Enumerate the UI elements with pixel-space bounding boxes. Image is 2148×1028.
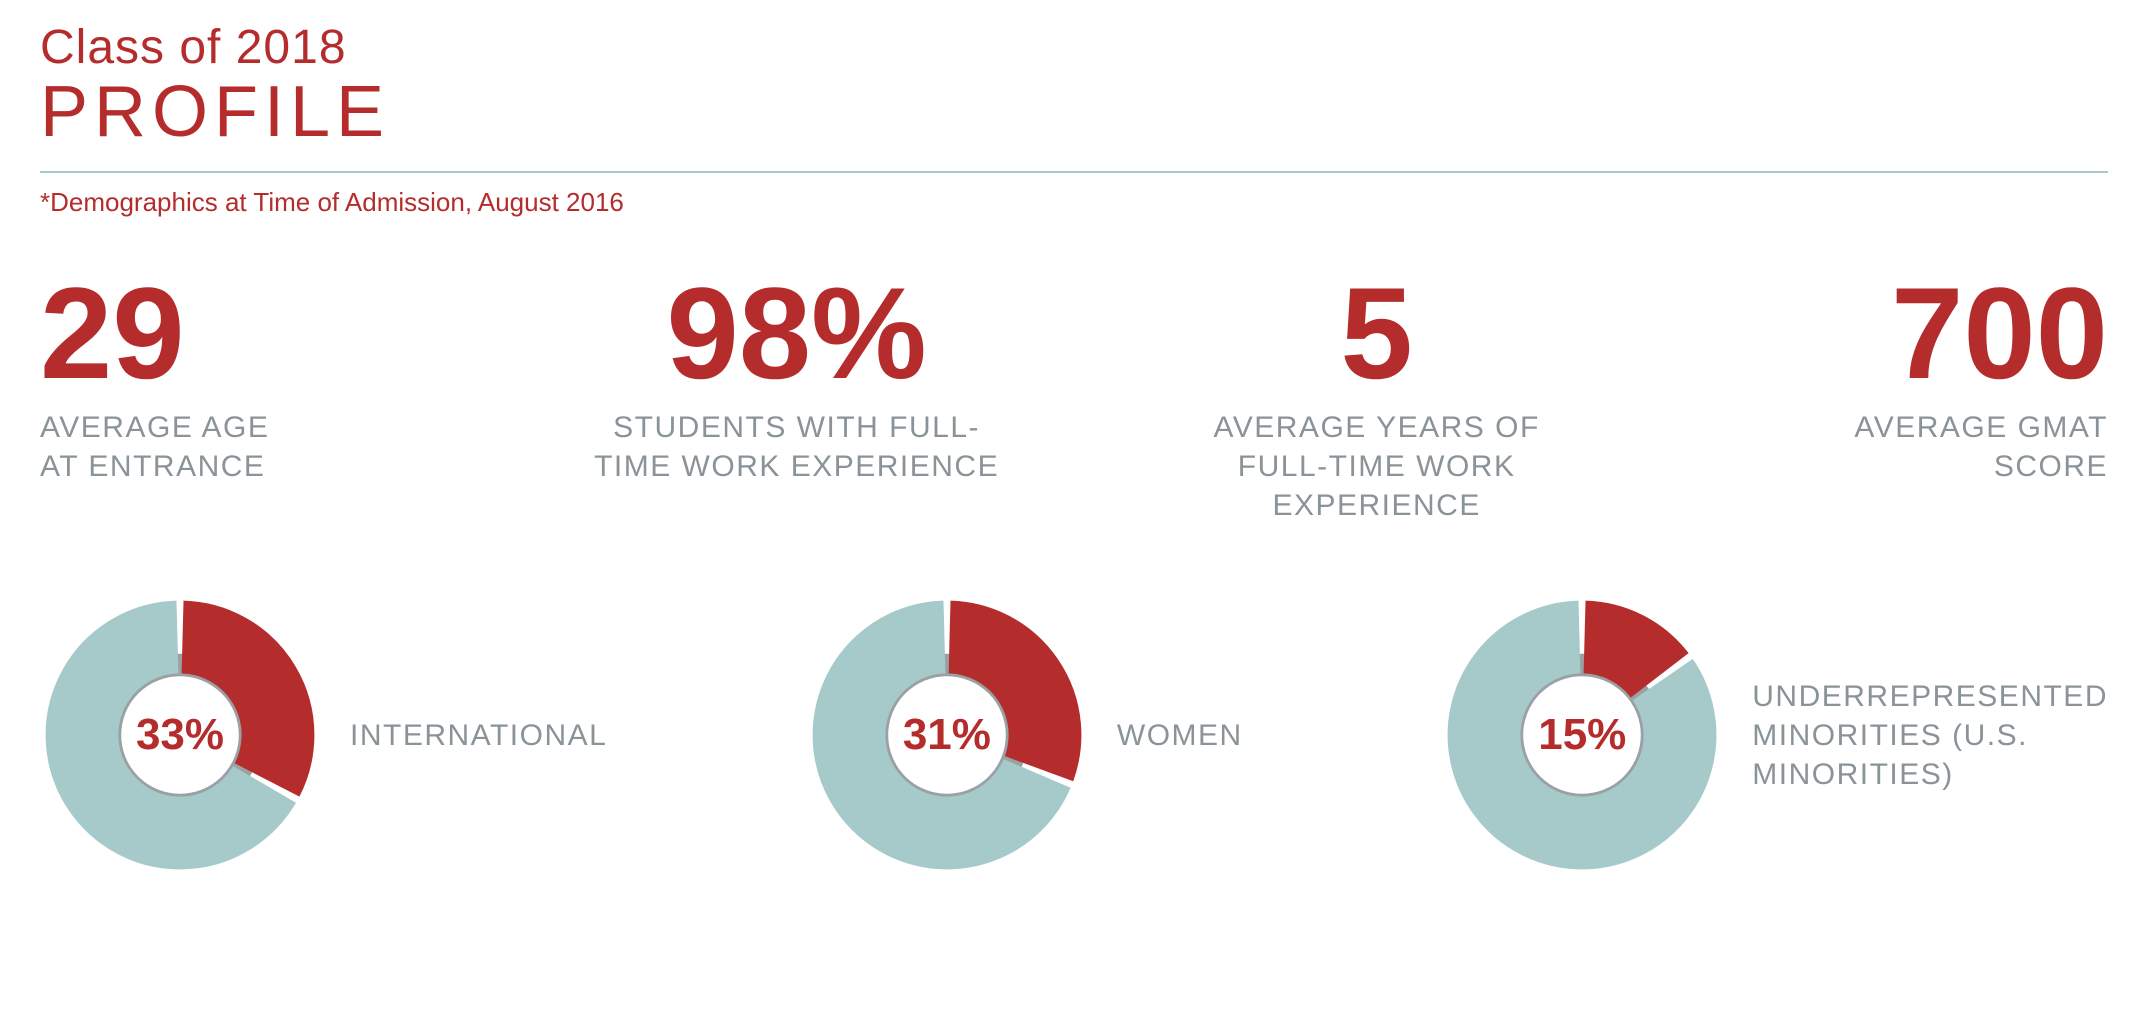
stat-label: AVERAGE YEARS OF FULL-TIME WORK EXPERIEN… (1099, 408, 1654, 525)
donut-label: WOMEN (1117, 716, 1243, 755)
stat-gmat: 700 AVERAGE GMAT SCORE (1654, 268, 2108, 525)
donut-international: 33% INTERNATIONAL (40, 595, 607, 875)
stat-value: 5 (1099, 268, 1654, 398)
donut-label: UNDERREPRESENTED MINORITIES (U.S. MINORI… (1752, 677, 2108, 794)
donut-chart: 33% (40, 595, 320, 875)
stat-label: AVERAGE GMAT SCORE (1654, 408, 2108, 486)
stat-value: 700 (1654, 268, 2108, 398)
stat-label: AVERAGE AGE AT ENTRANCE (40, 408, 494, 486)
header-title: PROFILE (40, 71, 2108, 153)
donut-label: INTERNATIONAL (350, 716, 607, 755)
donut-center-text: 31% (903, 710, 991, 760)
donut-women: 31% WOMEN (807, 595, 1243, 875)
stat-label: STUDENTS WITH FULL- TIME WORK EXPERIENCE (494, 408, 1099, 486)
stat-work-exp-pct: 98% STUDENTS WITH FULL- TIME WORK EXPERI… (494, 268, 1099, 525)
stats-row: 29 AVERAGE AGE AT ENTRANCE 98% STUDENTS … (40, 268, 2108, 525)
demographics-note: *Demographics at Time of Admission, Augu… (40, 187, 2108, 218)
donut-chart: 15% (1442, 595, 1722, 875)
header: Class of 2018 PROFILE (40, 20, 2108, 153)
header-subtitle: Class of 2018 (40, 20, 2108, 75)
divider (40, 171, 2108, 173)
donut-center-text: 33% (136, 710, 224, 760)
stat-value: 29 (40, 268, 494, 398)
donut-minorities: 15% UNDERREPRESENTED MINORITIES (U.S. MI… (1442, 595, 2108, 875)
stat-work-years: 5 AVERAGE YEARS OF FULL-TIME WORK EXPERI… (1099, 268, 1654, 525)
donut-center-text: 15% (1538, 710, 1626, 760)
donut-chart: 31% (807, 595, 1087, 875)
donuts-row: 33% INTERNATIONAL 31% WOMEN 15% UNDERREP… (40, 595, 2108, 875)
stat-value: 98% (494, 268, 1099, 398)
stat-age: 29 AVERAGE AGE AT ENTRANCE (40, 268, 494, 525)
